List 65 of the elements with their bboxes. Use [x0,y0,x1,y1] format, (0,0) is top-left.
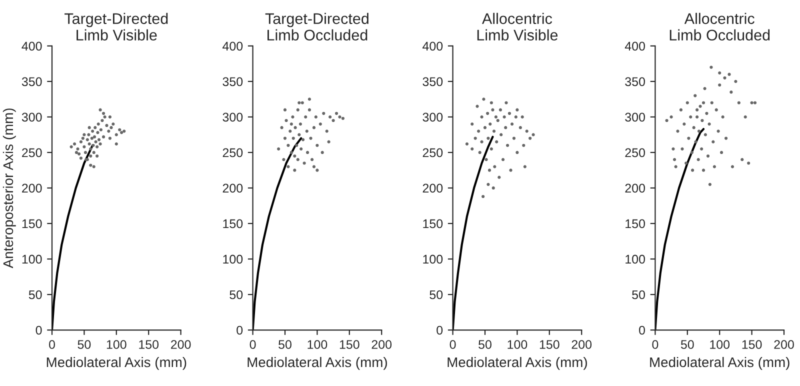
x-tick-label: 0 [49,340,55,349]
y-tick-label: 300 [22,112,42,122]
x-tick-label: 200 [774,340,794,349]
y-tick-label: 50 [28,290,42,300]
y-tick-label: 300 [222,112,243,122]
y-tick-label: 200 [222,184,243,193]
y-tick-label: 0 [639,326,645,335]
x-tick-label: 0 [450,340,456,349]
y-tick-label: 250 [222,148,243,158]
x-tick-label: 150 [742,340,762,349]
y-tick-label: 350 [22,77,42,86]
y-tick-label: 250 [422,148,443,158]
chart-title: Allocentric Limb Visible [477,12,558,41]
y-tick-label: 300 [625,112,645,122]
x-tick-label: 0 [652,340,658,349]
y-tick-label: 250 [625,148,645,158]
x-tick-label: 200 [572,340,592,349]
x-tick-label: 50 [278,340,292,349]
y-tick-label: 200 [422,184,443,193]
y-tick-label: 150 [423,219,443,228]
y-tick-label: 150 [626,219,645,228]
x-axis-title: Mediolateral Axis (mm) [46,356,186,370]
x-tick-label: 150 [340,340,360,349]
y-tick-label: 200 [625,184,645,193]
y-tick-label: 350 [222,77,243,86]
y-tick-label: 100 [22,254,42,264]
x-tick-label: 100 [308,340,328,349]
x-tick-label: 100 [106,340,126,349]
y-tick-label: 400 [422,42,443,51]
y-tick-label: 400 [222,42,243,51]
y-tick-label: 50 [632,290,645,300]
y-tick-label: 350 [422,77,443,86]
x-axis-title: Mediolateral Axis (mm) [248,356,387,370]
x-axis-title: Mediolateral Axis (mm) [448,356,587,370]
chart-title: Target-Directed Limb Visible [64,12,168,41]
y-tick-label: 200 [22,184,42,193]
y-tick-label: 0 [436,326,443,335]
x-axis-title: Mediolateral Axis (mm) [650,356,790,370]
x-tick-label: 150 [139,340,159,349]
y-tick-label: 150 [22,219,42,228]
y-tick-label: 100 [423,254,443,264]
y-tick-label: 50 [230,290,243,300]
y-tick-label: 0 [36,326,42,335]
chart-title: Target-Directed Limb Occluded [265,12,368,41]
x-tick-label: 100 [508,340,528,349]
chart-title: Allocentric Limb Occluded [670,12,770,41]
x-tick-label: 150 [540,340,560,349]
x-tick-label: 0 [250,340,256,349]
x-tick-label: 200 [372,340,392,349]
x-tick-label: 50 [78,340,91,349]
x-tick-label: 50 [680,340,694,349]
x-tick-label: 100 [710,340,730,349]
y-tick-label: 300 [422,112,443,122]
y-tick-label: 250 [22,148,42,158]
y-tick-label: 50 [430,290,443,300]
x-tick-label: 50 [478,340,492,349]
y-axis-title: Anteroposterior Axis (mm) [2,108,16,268]
x-tick-label: 200 [171,340,191,349]
y-tick-label: 150 [223,219,243,228]
y-tick-label: 0 [236,326,243,335]
y-tick-label: 400 [22,42,42,51]
y-tick-label: 100 [626,254,645,264]
y-tick-label: 100 [223,254,243,264]
y-tick-label: 350 [625,77,645,86]
y-tick-label: 400 [624,42,645,51]
